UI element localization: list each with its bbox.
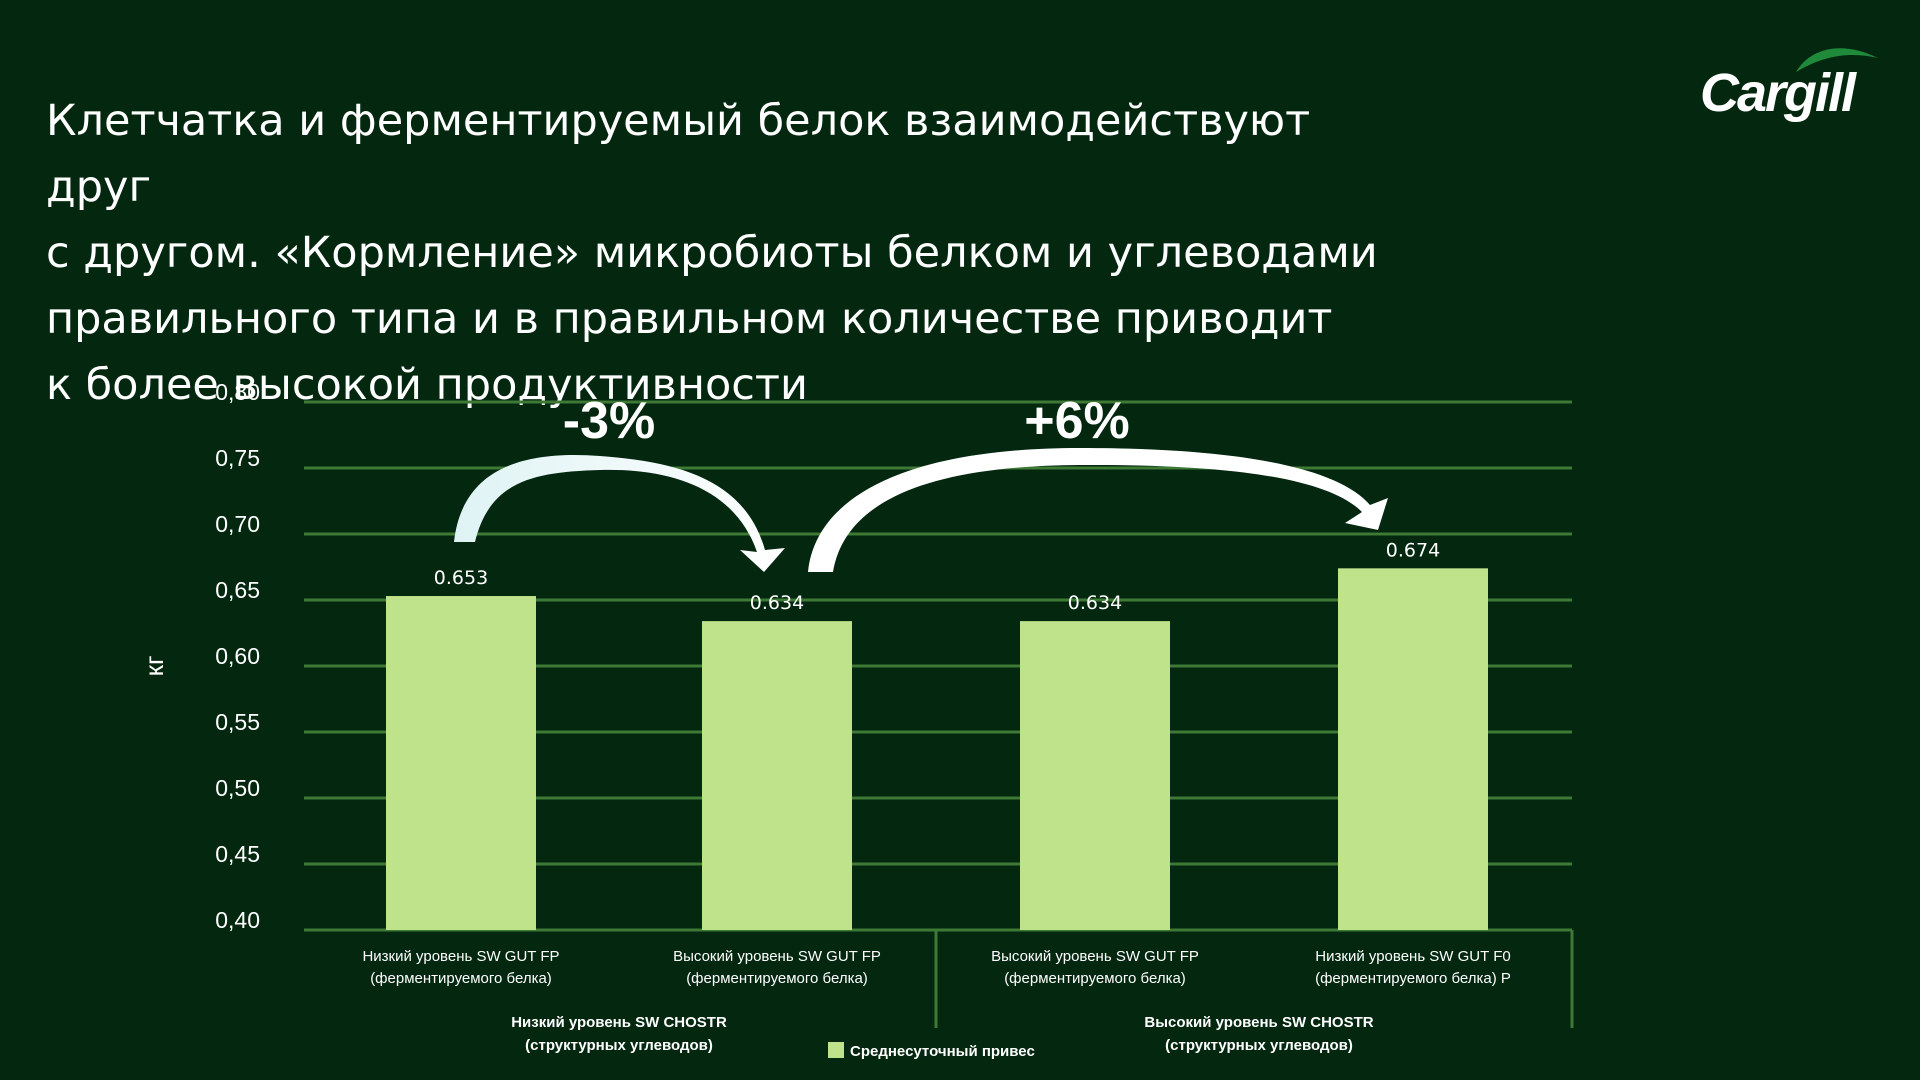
leaf-icon: [1796, 48, 1878, 72]
y-tick-label: 0,70: [215, 511, 260, 537]
title-line: правильного типа и в правильном количест…: [46, 294, 1333, 344]
y-tick-label: 0,55: [215, 709, 260, 735]
legend-swatch: [828, 1042, 844, 1058]
x-tick-label: Высокий уровень SW GUT FP: [673, 948, 881, 965]
group-label: Низкий уровень SW CHOSTR: [511, 1014, 727, 1031]
y-tick-label: 0,80: [215, 379, 260, 405]
y-tick-label: 0,45: [215, 841, 260, 867]
arrow-decrease: [454, 454, 785, 572]
cargill-logo: Cargill: [1700, 40, 1880, 130]
annotation-label: -3%: [563, 392, 655, 450]
y-tick-label: 0,65: [215, 577, 260, 603]
data-label: 0.634: [1068, 592, 1122, 614]
y-tick-label: 0,75: [215, 445, 260, 471]
title-line: Клетчатка и ферментируемый белок взаимод…: [46, 96, 1311, 212]
data-label: 0.653: [434, 567, 488, 589]
y-axis-label: кг: [139, 656, 169, 677]
bar: [702, 621, 852, 930]
y-tick-label: 0,60: [215, 643, 260, 669]
x-tick-label: Низкий уровень SW GUT F0: [1315, 948, 1510, 965]
group-label: Высокий уровень SW CHOSTR: [1144, 1014, 1373, 1031]
title-line: с другом. «Кормление» микробиоты белком …: [46, 228, 1378, 278]
data-label: 0.634: [750, 592, 804, 614]
y-tick-label: 0,40: [215, 907, 260, 933]
x-tick-label: (ферментируемого белка) P: [1315, 970, 1511, 987]
data-label: 0.674: [1386, 539, 1440, 561]
x-tick-label: (ферментируемого белка): [686, 970, 868, 987]
bar: [386, 596, 536, 930]
y-tick-label: 0,50: [215, 775, 260, 801]
logo-text: Cargill: [1700, 63, 1856, 123]
x-tick-label: (ферментируемого белка): [1004, 970, 1186, 987]
x-tick-label: Низкий уровень SW GUT FP: [362, 948, 559, 965]
group-label: (структурных углеводов): [1165, 1037, 1353, 1054]
legend-label: Среднесуточный привес: [850, 1043, 1035, 1060]
annotation-label: +6%: [1024, 392, 1130, 450]
bar: [1338, 568, 1488, 930]
x-tick-label: (ферментируемого белка): [370, 970, 552, 987]
x-tick-label: Высокий уровень SW GUT FP: [991, 948, 1199, 965]
bar: [1020, 621, 1170, 930]
group-label: (структурных углеводов): [525, 1037, 713, 1054]
